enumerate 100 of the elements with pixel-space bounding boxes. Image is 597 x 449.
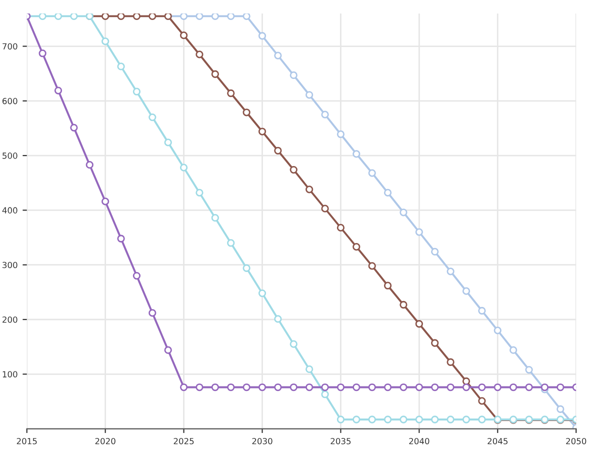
- point: [368, 169, 376, 177]
- point: [306, 186, 314, 194]
- y-tick-label: 700: [2, 43, 18, 50]
- point: [180, 164, 188, 172]
- x-tick-label: 2015: [16, 438, 37, 444]
- x-tick-label: 2040: [409, 438, 430, 444]
- point: [54, 86, 62, 94]
- point: [352, 416, 360, 424]
- point: [384, 282, 392, 290]
- point: [242, 264, 250, 272]
- y-tick-label: 400: [2, 207, 18, 214]
- point: [258, 289, 266, 298]
- point: [306, 365, 314, 374]
- point: [258, 32, 266, 40]
- point: [164, 346, 172, 354]
- point: [462, 287, 470, 295]
- point: [368, 383, 376, 392]
- point: [446, 268, 454, 276]
- point: [400, 383, 408, 392]
- point: [227, 13, 235, 20]
- point: [180, 383, 188, 392]
- x-tick-label: 2050: [566, 438, 586, 444]
- x-tick-label: 2030: [252, 438, 272, 444]
- point: [321, 390, 329, 398]
- point: [164, 138, 172, 146]
- point: [321, 383, 329, 392]
- point: [321, 204, 329, 212]
- point: [117, 234, 125, 242]
- point: [415, 228, 423, 236]
- point: [400, 416, 408, 424]
- point: [384, 383, 392, 392]
- point: [102, 38, 110, 46]
- point: [431, 383, 439, 392]
- point: [415, 416, 423, 424]
- point: [321, 110, 329, 118]
- point: [86, 161, 94, 169]
- point: [336, 383, 345, 392]
- point: [336, 130, 345, 138]
- point: [117, 62, 125, 70]
- point: [211, 70, 219, 78]
- point: [478, 397, 486, 405]
- point: [446, 383, 454, 392]
- point: [227, 89, 235, 98]
- y-tick-label: 600: [2, 98, 18, 104]
- point: [132, 88, 141, 96]
- y-tick-label: 500: [2, 152, 18, 159]
- point: [525, 366, 533, 374]
- point: [290, 71, 298, 80]
- point: [336, 416, 345, 424]
- point: [510, 383, 518, 392]
- point: [70, 124, 78, 132]
- point: [274, 383, 282, 392]
- point: [196, 50, 204, 58]
- point: [54, 13, 62, 20]
- point: [117, 13, 125, 20]
- y-tick-label: 100: [2, 371, 18, 378]
- point: [368, 262, 376, 270]
- point: [227, 383, 235, 392]
- point: [368, 416, 376, 424]
- point: [462, 383, 470, 392]
- point: [102, 13, 110, 20]
- point: [180, 13, 188, 20]
- point: [462, 377, 470, 386]
- y-tick-label: 200: [2, 316, 18, 323]
- point: [446, 416, 454, 424]
- point: [290, 383, 298, 392]
- x-tick-label: 2020: [95, 438, 116, 444]
- x-tick-label: 2045: [488, 438, 508, 444]
- point: [242, 383, 250, 392]
- point: [431, 248, 439, 256]
- point: [400, 300, 408, 309]
- point: [510, 346, 518, 354]
- point: [556, 383, 564, 392]
- point: [306, 91, 314, 99]
- point: [132, 272, 141, 280]
- point: [525, 383, 533, 392]
- point: [258, 383, 266, 392]
- point: [290, 340, 298, 348]
- point: [70, 13, 78, 20]
- point: [274, 52, 282, 60]
- point: [274, 146, 282, 154]
- point: [540, 383, 549, 392]
- point: [446, 358, 454, 366]
- point: [352, 150, 360, 158]
- point: [384, 416, 392, 424]
- point: [400, 208, 408, 216]
- point: [211, 13, 219, 20]
- point: [196, 13, 204, 20]
- point: [336, 224, 345, 232]
- point: [431, 339, 439, 347]
- point: [102, 198, 110, 206]
- point: [38, 50, 46, 58]
- y-tick-label: 300: [2, 262, 18, 268]
- point: [180, 32, 188, 40]
- point: [352, 383, 360, 392]
- point: [478, 416, 486, 424]
- point: [556, 405, 564, 413]
- point: [494, 326, 502, 334]
- point: [227, 239, 235, 247]
- x-tick-label: 2025: [174, 438, 194, 444]
